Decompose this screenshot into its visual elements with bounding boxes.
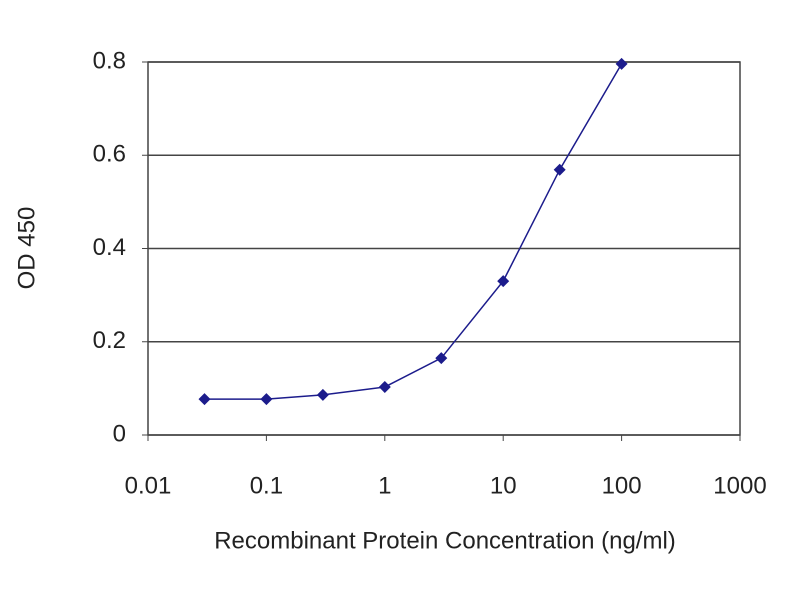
data-point bbox=[615, 57, 628, 70]
data-point bbox=[553, 163, 566, 176]
data-point bbox=[260, 393, 273, 406]
y-tick-label: 0.4 bbox=[93, 234, 126, 261]
data-point bbox=[198, 393, 211, 406]
y-tick-label: 0 bbox=[113, 420, 126, 447]
y-axis-label: OD 450 bbox=[13, 207, 40, 290]
x-tick-label: 0.01 bbox=[125, 472, 172, 499]
data-point bbox=[378, 380, 391, 393]
y-tick-label: 0.6 bbox=[93, 141, 126, 168]
x-tick-label: 10 bbox=[490, 472, 517, 499]
data-line bbox=[204, 63, 623, 400]
y-tick-label: 0.8 bbox=[93, 47, 126, 74]
x-axis-label: Recombinant Protein Concentration (ng/ml… bbox=[214, 527, 676, 554]
x-tick-label: 100 bbox=[602, 472, 642, 499]
data-point bbox=[497, 275, 510, 288]
data-point bbox=[316, 388, 329, 401]
data-point bbox=[435, 352, 448, 365]
x-tick-label: 0.1 bbox=[250, 472, 283, 499]
x-tick-label: 1000 bbox=[713, 472, 766, 499]
x-tick-label: 1 bbox=[378, 472, 391, 499]
y-tick-label: 0.2 bbox=[93, 327, 126, 354]
